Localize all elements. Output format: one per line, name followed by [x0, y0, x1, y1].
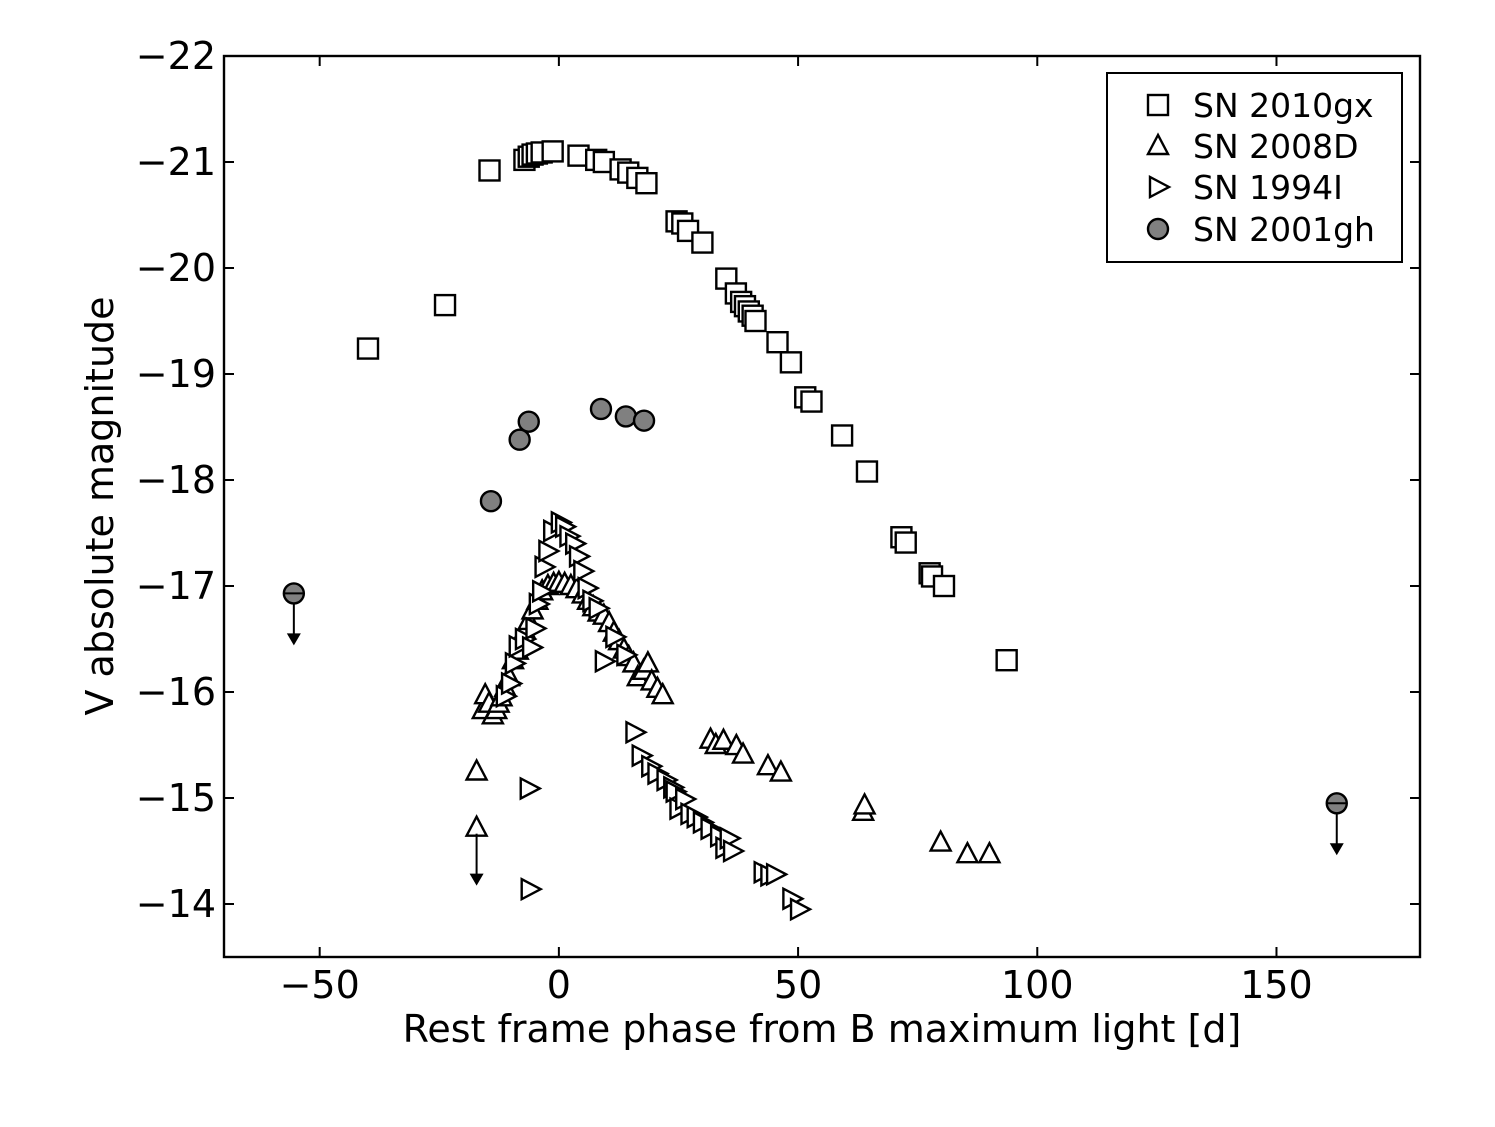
plot-frame [222, 54, 1422, 959]
upper-limit-head [286, 633, 301, 646]
legend-marker [1146, 217, 1170, 241]
data-point [508, 428, 531, 451]
data-point [534, 554, 558, 579]
data-point [520, 877, 544, 902]
y-tick-label: −21 [136, 140, 216, 184]
data-point [731, 740, 756, 764]
data-point [541, 140, 564, 163]
y-tick-label: −19 [136, 352, 216, 396]
data-point [464, 757, 489, 781]
upper-limit-arrow [469, 833, 484, 886]
data-point [356, 337, 380, 360]
data-point [789, 897, 813, 922]
x-tick-label: 100 [1001, 963, 1074, 1007]
data-point [625, 720, 649, 745]
data-point [521, 635, 545, 660]
data-point [614, 405, 638, 428]
y-tick-label: −17 [136, 564, 216, 608]
legend-label: SN 2008D [1193, 127, 1359, 166]
y-tick-label: −16 [136, 670, 216, 714]
legend-marker [1146, 132, 1170, 156]
data-point [928, 828, 953, 852]
data-point [766, 331, 789, 354]
data-point [635, 171, 658, 195]
data-point [525, 616, 549, 641]
series-sn-2001gh [282, 397, 1348, 856]
y-tick-label: −20 [136, 246, 216, 290]
data-point [464, 814, 489, 837]
data-point [768, 758, 793, 782]
data-point [517, 410, 540, 433]
data-point [830, 424, 854, 447]
data-point [589, 397, 613, 421]
y-tick-label: −22 [136, 34, 216, 78]
x-tick-label: 50 [774, 963, 822, 1007]
legend-label: SN 2010gx [1193, 86, 1374, 125]
data-point [765, 862, 789, 887]
series-sn-2008d [464, 569, 1002, 864]
legend-label: SN 1994I [1193, 168, 1343, 207]
x-tick-label: −50 [280, 963, 360, 1007]
data-point [500, 671, 524, 696]
data-point [538, 539, 561, 564]
data-point [711, 727, 736, 750]
x-tick-label: 0 [547, 963, 571, 1007]
data-point [573, 559, 596, 584]
data-point [531, 579, 555, 604]
data-point [995, 649, 1018, 672]
y-axis-label: V absolute magnitude [78, 296, 122, 715]
legend-marker [1148, 175, 1172, 199]
data-point [479, 490, 503, 513]
data-point [744, 309, 767, 333]
data-point [632, 409, 656, 432]
data-point [588, 596, 612, 621]
data-point [478, 159, 501, 182]
series-sn-2010gx [356, 140, 1018, 672]
data-point [894, 531, 917, 554]
data-point [852, 791, 877, 815]
data-point [779, 351, 803, 374]
upper-limit-head [469, 873, 484, 886]
x-tick-label: 150 [1240, 963, 1313, 1007]
data-point [616, 642, 639, 667]
data-point [650, 681, 675, 705]
data-point [800, 390, 823, 413]
data-marks [282, 140, 1348, 922]
legend-label: SN 2001gh [1193, 210, 1375, 249]
data-point [977, 840, 1002, 864]
data-point [722, 839, 746, 863]
data-point [635, 649, 660, 673]
data-point [932, 574, 956, 598]
data-point [605, 624, 628, 649]
data-point [594, 649, 618, 674]
y-tick-label: −14 [136, 882, 216, 926]
data-point [691, 231, 714, 254]
series-sn-1994i [495, 510, 813, 922]
data-point [519, 776, 543, 801]
y-tick-label: −18 [136, 458, 216, 502]
data-point [433, 293, 457, 317]
data-point [504, 651, 528, 676]
x-axis-label: Rest frame phase from B maximum light [d… [403, 1007, 1242, 1051]
data-point [955, 840, 980, 864]
data-point [755, 752, 780, 776]
upper-limit-head [1329, 843, 1344, 856]
legend-marker [1146, 93, 1170, 117]
data-point [855, 460, 879, 483]
axis-ticks: −50 0 50 100 150 −14 −15 −16 −17 −18 −19 −20 −21 −22 [136, 34, 1420, 1007]
y-tick-label: −15 [136, 776, 216, 820]
